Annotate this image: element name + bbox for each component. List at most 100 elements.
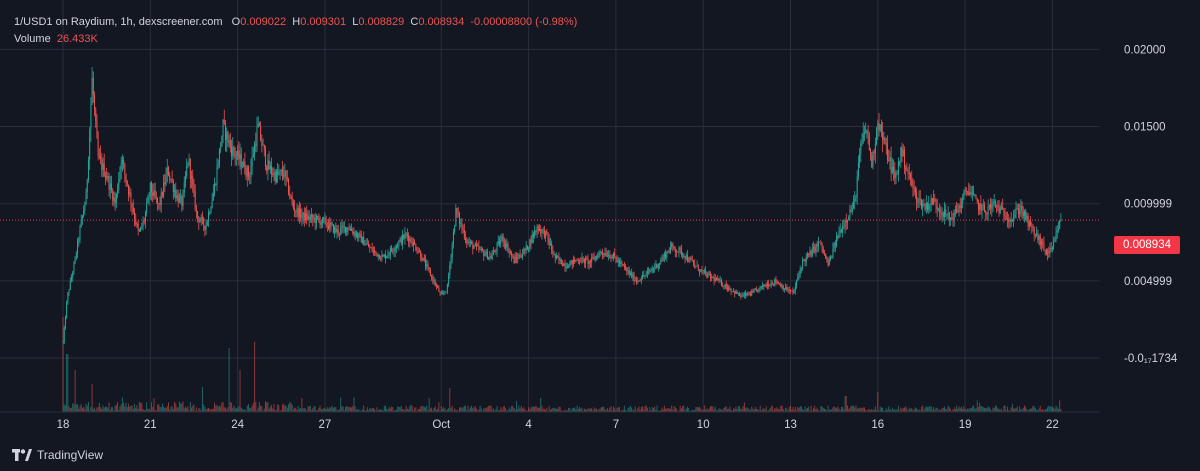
volume-bar (600, 407, 602, 412)
volume-value: 26.433K (56, 33, 98, 45)
volume-bar (292, 409, 294, 412)
candle (596, 254, 597, 261)
time-axis[interactable]: 18 21 24 27 Oct 4 7 10 13 16 19 22 (57, 419, 1059, 431)
volume-bar (902, 408, 904, 412)
volume-bar (252, 402, 254, 412)
volume-bar (271, 404, 273, 412)
close-value: 0.008934 (418, 16, 465, 28)
volume-bar (883, 410, 885, 412)
candle (513, 253, 515, 264)
candle (866, 129, 868, 139)
candle (232, 137, 234, 161)
volume-bar (1025, 406, 1027, 412)
volume-bar (103, 407, 105, 412)
candle (745, 290, 747, 299)
candle (597, 252, 599, 260)
symbol-title[interactable]: 1/USD1 on Raydium, 1h, dexscreener.com (14, 16, 223, 28)
candle (174, 184, 176, 198)
candle (84, 201, 86, 215)
candle (325, 215, 327, 228)
volume-bar (906, 408, 908, 412)
volume-bar (769, 408, 771, 412)
volume-bar (352, 405, 354, 412)
volume-bar (953, 407, 955, 412)
candle (465, 231, 467, 244)
tradingview-branding[interactable]: TradingView (12, 446, 103, 464)
time-tick-label: 27 (319, 419, 332, 431)
volume-bar (468, 409, 470, 412)
candle (859, 147, 861, 169)
volume-bar (669, 409, 671, 412)
candle (975, 194, 977, 200)
candle (212, 184, 214, 201)
candle (712, 276, 714, 279)
volume-bar (969, 407, 971, 412)
candle (1043, 236, 1045, 252)
candle (455, 204, 457, 227)
volume-bar (877, 392, 879, 412)
volume-bar (431, 407, 433, 412)
volume-bar (861, 408, 863, 412)
candle (512, 253, 514, 259)
candle (531, 230, 533, 244)
volume-bar (280, 410, 282, 412)
volume-bar (927, 407, 929, 412)
candle (908, 163, 910, 180)
candle (349, 225, 351, 231)
candle (862, 122, 864, 145)
candle (719, 276, 721, 283)
volume-bar (495, 409, 497, 412)
volume-bar (878, 410, 880, 412)
price-tick-label: 0.01500 (1124, 122, 1166, 134)
candle (651, 265, 653, 274)
volume-bar (707, 409, 709, 412)
volume-bar (492, 408, 494, 412)
volume-bar (326, 407, 328, 412)
candle (443, 290, 445, 296)
volume-bar (233, 405, 235, 412)
volume-bar (506, 410, 508, 412)
volume-bar (152, 407, 154, 412)
candle (417, 247, 419, 254)
candle (237, 144, 239, 160)
volume-bar (166, 406, 168, 412)
candle (1019, 203, 1021, 221)
candle (1053, 236, 1055, 250)
candle (468, 236, 470, 248)
candle (863, 125, 865, 142)
candle (165, 167, 167, 187)
candle (460, 218, 462, 228)
candle (716, 276, 718, 281)
volume-bar (867, 409, 869, 412)
volume-bar (218, 405, 220, 412)
volume-bar (563, 410, 565, 412)
candle (992, 198, 994, 213)
volume-bar (809, 410, 811, 412)
volume-bar (792, 406, 794, 412)
volume-bar (718, 408, 720, 412)
candle (338, 232, 340, 241)
candle (720, 278, 722, 287)
candle (823, 249, 825, 256)
volume-label[interactable]: Volume (14, 33, 51, 45)
candle (669, 241, 671, 255)
volume-bar (868, 408, 870, 412)
volume-bar (791, 409, 793, 412)
volume-bar (779, 409, 781, 412)
candle (167, 165, 169, 177)
volume-bar (798, 407, 800, 412)
candle (260, 121, 262, 142)
volume-bar (445, 410, 447, 412)
volume-bar (783, 410, 785, 412)
volume-bar (370, 408, 372, 412)
volume-bar (91, 384, 93, 412)
candle (876, 126, 878, 146)
candle (729, 285, 731, 291)
volume-bar (973, 405, 975, 412)
candle (697, 264, 699, 272)
volume-bar (368, 410, 370, 412)
candle (414, 239, 416, 245)
volume-bar (822, 407, 824, 412)
